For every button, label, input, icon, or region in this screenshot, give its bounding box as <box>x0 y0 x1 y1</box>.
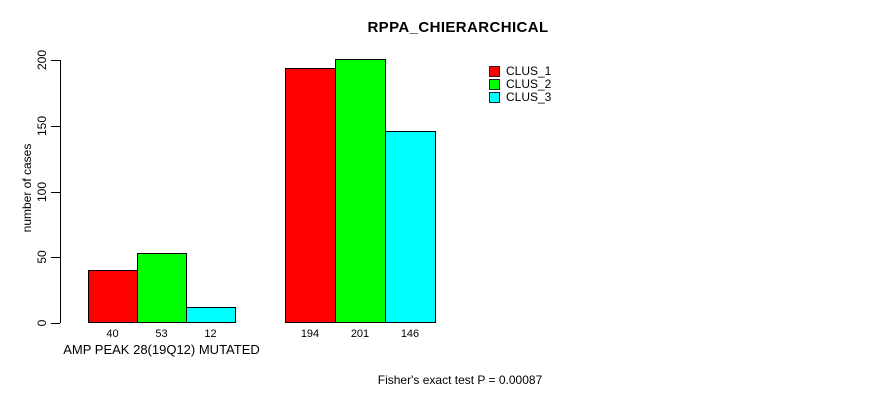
legend-label-clus3: CLUS_3 <box>506 90 552 104</box>
y-axis-title: number of cases <box>20 143 34 233</box>
legend-swatch-clus2-icon <box>489 79 500 90</box>
legend-item-clus2: CLUS_2 <box>489 78 551 91</box>
x-group-label: AMP PEAK 28(19Q12) MUTATED <box>63 342 260 357</box>
bar-clus_3-group1 <box>186 307 236 323</box>
bar-clus_1-group1 <box>88 270 138 323</box>
y-axis-tick-label: 200 <box>35 49 49 71</box>
legend-label-clus2: CLUS_2 <box>506 77 552 91</box>
y-axis-tick <box>51 60 60 61</box>
legend-item-clus3: CLUS_3 <box>489 91 551 104</box>
bar-value-label: 194 <box>300 328 320 340</box>
y-axis-tick-label: 0 <box>35 319 49 327</box>
bar-value-label: 201 <box>350 328 370 340</box>
bar-clus_2-group2 <box>335 59 386 323</box>
bar-value-label: 40 <box>106 328 119 340</box>
y-axis-tick <box>51 192 60 193</box>
bar-clus_2-group1 <box>137 253 187 323</box>
bar-clus_1-group2 <box>285 68 336 323</box>
y-axis-tick <box>51 257 60 258</box>
legend-item-clus1: CLUS_1 <box>489 65 551 78</box>
chart-title: RPPA_CHIERARCHICAL <box>367 19 549 36</box>
y-axis-tick-label: 150 <box>35 115 49 137</box>
bar-value-label: 53 <box>155 328 168 340</box>
legend: CLUS_1 CLUS_2 CLUS_3 <box>489 65 551 104</box>
y-axis-tick <box>51 323 60 324</box>
y-axis-line <box>60 60 61 323</box>
legend-label-clus1: CLUS_1 <box>506 64 552 78</box>
legend-swatch-clus3-icon <box>489 92 500 103</box>
bar-clus_3-group2 <box>385 131 436 323</box>
bar-value-label: 146 <box>400 328 420 340</box>
bar-value-label: 12 <box>204 328 217 340</box>
y-axis-tick <box>51 126 60 127</box>
y-axis-tick-label: 100 <box>35 181 49 203</box>
legend-swatch-clus1-icon <box>489 66 500 77</box>
y-axis-tick-label: 50 <box>35 250 49 264</box>
footer-text: Fisher's exact test P = 0.00087 <box>377 373 543 387</box>
